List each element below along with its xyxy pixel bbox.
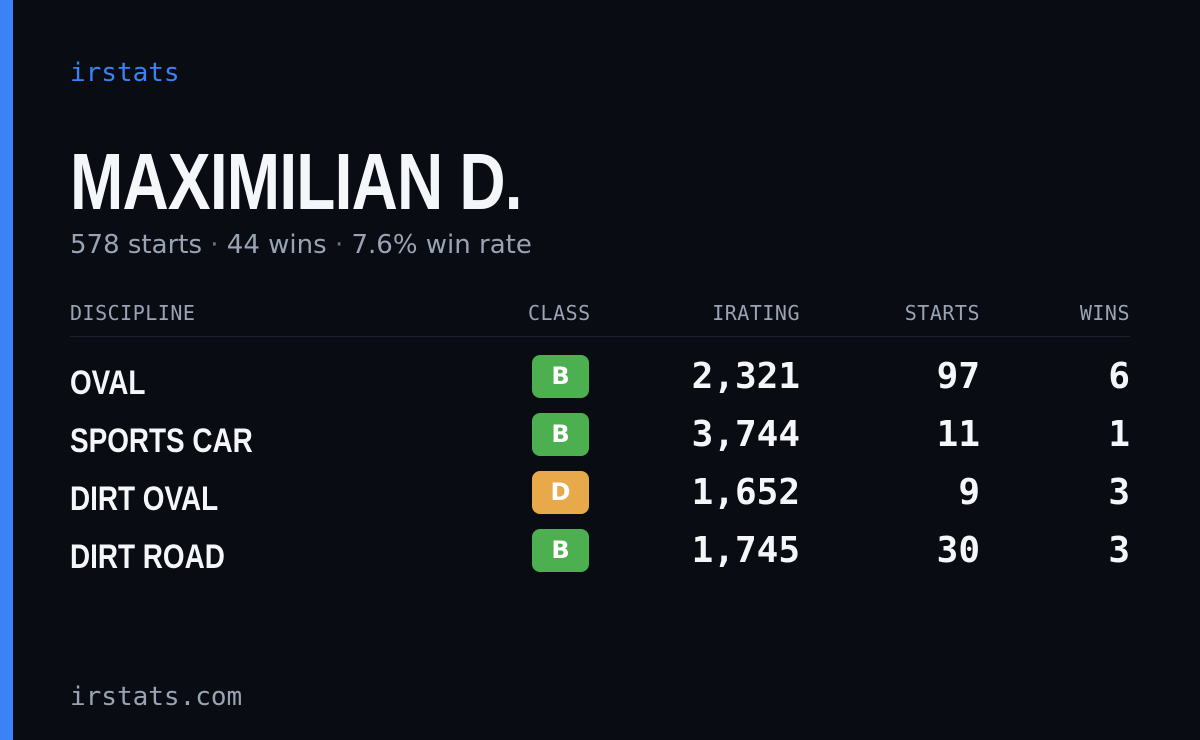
- irating-value: 3,744: [691, 414, 800, 455]
- player-summary: 578 starts · 44 wins · 7.6% win rate: [70, 228, 532, 262]
- table-row: DIRT OVAL D 1,652 9 3: [70, 469, 1130, 527]
- win-rate: 7.6% win rate: [351, 230, 532, 260]
- table-body: OVAL B 2,321 97 6 SPORTS CAR B 3,744 11 …: [70, 353, 1130, 585]
- discipline-table: DISCIPLINE CLASS IRATING STARTS WINS OVA…: [70, 300, 1130, 585]
- wins-value: 3: [1108, 530, 1130, 571]
- irating-value: 2,321: [691, 356, 800, 397]
- separator: ·: [210, 230, 219, 260]
- starts-value: 9: [958, 472, 980, 513]
- discipline-name: DIRT ROAD: [70, 538, 225, 576]
- table-row: OVAL B 2,321 97 6: [70, 353, 1130, 411]
- table-row: SPORTS CAR B 3,744 11 1: [70, 411, 1130, 469]
- table-header: DISCIPLINE CLASS IRATING STARTS WINS: [70, 300, 1130, 337]
- discipline-name: OVAL: [70, 364, 146, 402]
- class-badge: B: [532, 529, 589, 572]
- accent-bar: [0, 0, 13, 740]
- wins-value: 3: [1108, 472, 1130, 513]
- starts-value: 11: [936, 414, 980, 455]
- discipline-name: DIRT OVAL: [70, 480, 219, 518]
- table-row: DIRT ROAD B 1,745 30 3: [70, 527, 1130, 585]
- header-starts: STARTS: [904, 301, 980, 325]
- header-wins: WINS: [1079, 301, 1130, 325]
- starts-value: 30: [936, 530, 980, 571]
- player-name: MAXIMILIAN D.: [70, 137, 523, 226]
- class-badge: B: [532, 413, 589, 456]
- class-badge: B: [532, 355, 589, 398]
- total-starts: 578 starts: [70, 230, 202, 260]
- wins-value: 6: [1108, 356, 1130, 397]
- separator: ·: [334, 230, 344, 260]
- header-irating: IRATING: [712, 301, 800, 325]
- class-badge: D: [532, 471, 589, 514]
- header-discipline: DISCIPLINE: [70, 301, 196, 325]
- irating-value: 1,652: [691, 472, 800, 513]
- footer-domain: irstats.com: [70, 682, 243, 712]
- wins-value: 1: [1108, 414, 1130, 455]
- starts-value: 97: [936, 356, 980, 397]
- discipline-name: SPORTS CAR: [70, 422, 253, 460]
- header-class: CLASS: [528, 301, 591, 325]
- brand-logo: irstats: [70, 58, 180, 88]
- total-wins: 44 wins: [226, 230, 327, 260]
- irating-value: 1,745: [691, 530, 800, 571]
